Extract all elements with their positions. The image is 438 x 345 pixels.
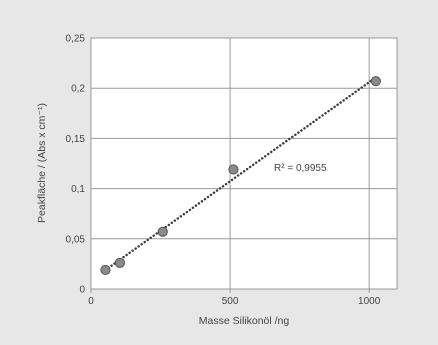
data-point (157, 226, 168, 237)
trendline (104, 76, 378, 272)
data-points (100, 76, 381, 276)
r-squared-annotation: R² = 0,9955 (274, 163, 327, 174)
axes (90, 37, 398, 293)
data-point (228, 164, 239, 175)
y-tick-label: 0,2 (71, 84, 85, 95)
y-axis-label: Peakfläche / (Abs x cm⁻¹) (36, 103, 48, 223)
plot-area (91, 38, 397, 289)
x-tick-label: 500 (222, 296, 239, 307)
y-tick-label: 0,1 (71, 184, 85, 195)
x-tick-label: 1000 (358, 296, 381, 307)
x-tick-label: 0 (88, 296, 94, 307)
x-axis-label: Masse Silikonöl /ng (199, 315, 290, 327)
plot-frame (90, 37, 398, 290)
y-tick-label: 0,15 (66, 134, 86, 145)
data-point (100, 264, 111, 276)
tick-labels: 0 0,05 0,1 0,15 0,2 0,25 0 500 1000 (66, 34, 381, 308)
y-tick-label: 0 (79, 285, 85, 296)
data-point (370, 76, 381, 87)
y-tick-label: 0,25 (66, 34, 86, 45)
data-point (114, 257, 126, 268)
linear-trendline (104, 76, 378, 272)
y-tick-label: 0,05 (66, 234, 86, 245)
